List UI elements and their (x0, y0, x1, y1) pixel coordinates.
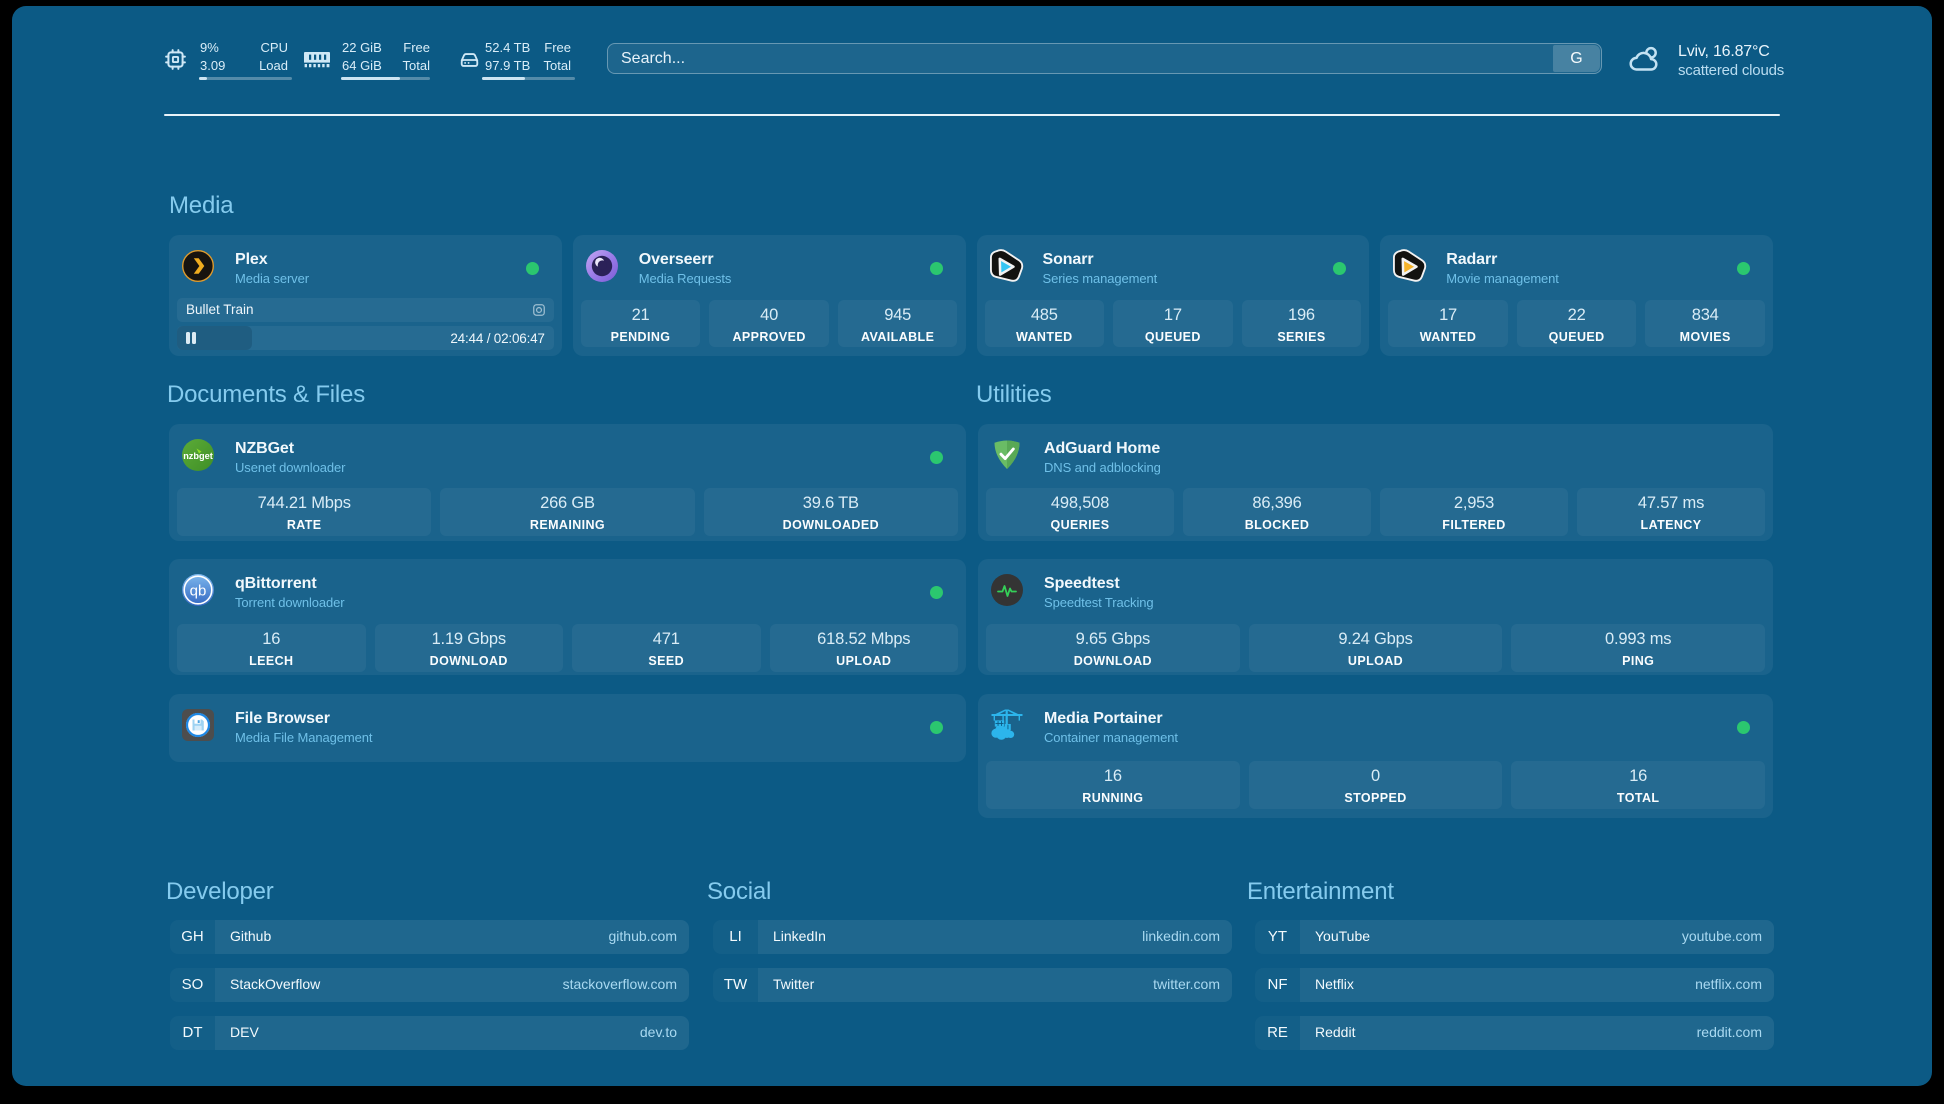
svg-text:qb: qb (190, 583, 207, 600)
svg-text:nzbget: nzbget (183, 451, 213, 461)
